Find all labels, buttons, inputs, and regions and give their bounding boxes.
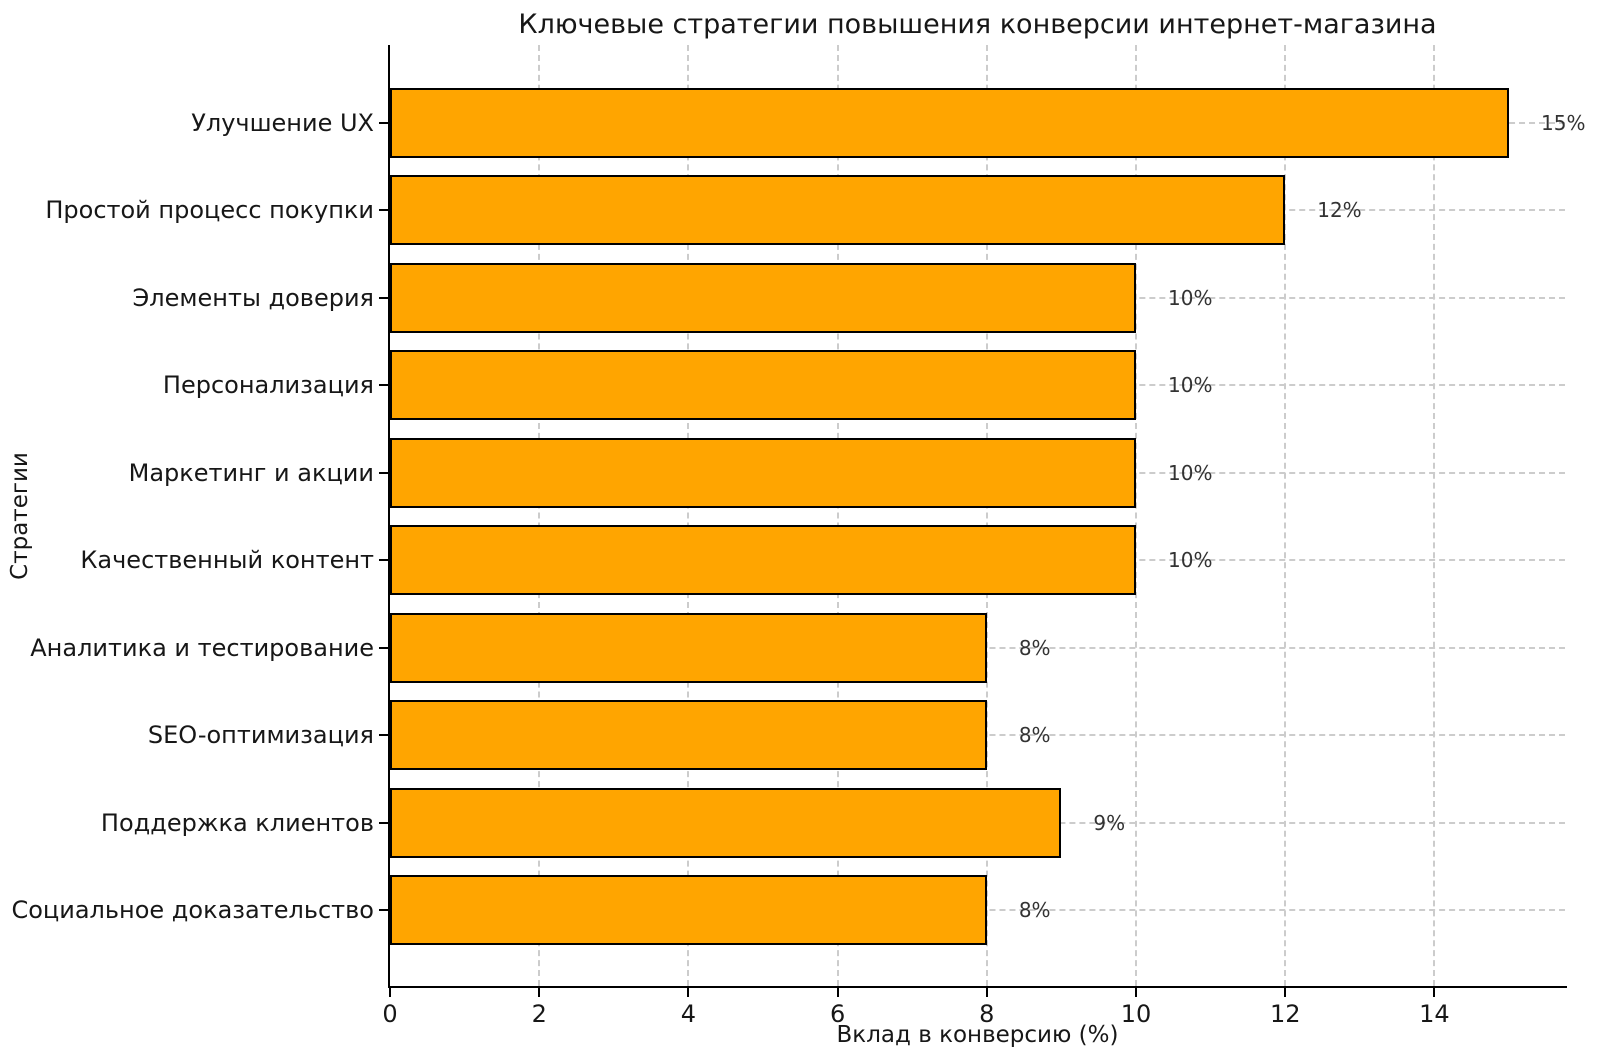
bar — [390, 437, 1137, 508]
category-label: Качественный контент — [80, 546, 374, 575]
y-tick-mark — [379, 384, 388, 387]
category-label: Улучшение UX — [191, 109, 374, 137]
value-label: 8% — [1018, 635, 1051, 660]
value-label: 8% — [1018, 723, 1051, 748]
vertical-gridline — [1284, 45, 1287, 986]
x-axis-label: Вклад в конверсию (%) — [836, 1022, 1119, 1048]
value-label: 12% — [1317, 198, 1362, 223]
x-tick-label: 6 — [829, 1000, 846, 1028]
category-label: Маркетинг и акции — [128, 458, 374, 487]
x-tick-mark — [836, 988, 839, 997]
category-label: SEO-оптимизация — [147, 721, 374, 750]
value-label: 10% — [1168, 285, 1213, 310]
category-label: Элементы доверия — [132, 283, 374, 312]
x-tick-label: 8 — [979, 1000, 995, 1028]
category-label: Простой процесс покупки — [45, 196, 374, 225]
value-label: 10% — [1168, 373, 1213, 398]
bar — [390, 88, 1510, 158]
category-label: Социальное доказательство — [11, 895, 374, 924]
category-label: Поддержка клиентов — [100, 808, 374, 837]
x-tick-label: 2 — [531, 1000, 547, 1028]
y-axis-line — [388, 45, 390, 988]
vertical-gridline — [687, 45, 690, 986]
x-tick-mark — [538, 988, 541, 997]
bar — [390, 262, 1137, 333]
value-label: 10% — [1168, 460, 1213, 485]
x-tick-mark — [985, 988, 988, 997]
x-tick-mark — [389, 988, 391, 997]
x-tick-label: 14 — [1419, 1000, 1450, 1028]
vertical-gridline — [836, 45, 839, 986]
x-tick-label: 0 — [382, 1000, 398, 1028]
bar — [390, 874, 987, 945]
category-label: Аналитика и тестирование — [30, 633, 374, 662]
x-tick-mark — [1433, 988, 1436, 997]
bar — [390, 175, 1286, 246]
y-tick-mark — [379, 471, 388, 474]
vertical-gridline — [1433, 45, 1436, 986]
y-tick-mark — [379, 908, 388, 911]
vertical-gridline — [985, 45, 988, 986]
bar — [390, 787, 1062, 858]
bar — [390, 700, 987, 771]
y-tick-mark — [379, 122, 388, 124]
value-label: 9% — [1093, 810, 1126, 835]
vertical-gridline — [1135, 45, 1138, 986]
x-tick-mark — [687, 988, 690, 997]
value-label: 8% — [1018, 897, 1051, 922]
category-label: Персонализация — [162, 371, 374, 400]
vertical-gridline — [538, 45, 541, 986]
y-tick-mark — [379, 296, 388, 299]
bar — [390, 525, 1137, 596]
bar — [390, 350, 1137, 421]
y-tick-mark — [379, 821, 388, 824]
y-tick-mark — [379, 646, 388, 649]
x-tick-label: 4 — [680, 1000, 697, 1028]
y-tick-mark — [379, 209, 388, 212]
y-tick-mark — [379, 559, 388, 562]
x-axis-line — [388, 986, 1567, 988]
bar — [390, 612, 987, 683]
x-tick-mark — [1284, 988, 1287, 997]
x-tick-label: 12 — [1269, 1000, 1301, 1028]
y-tick-mark — [379, 734, 388, 737]
value-label: 10% — [1168, 548, 1213, 573]
value-label: 15% — [1541, 111, 1586, 135]
chart-title: Ключевые стратегии повышения конверсии и… — [518, 9, 1437, 40]
x-tick-mark — [1135, 988, 1138, 997]
x-tick-label: 10 — [1120, 1000, 1152, 1028]
